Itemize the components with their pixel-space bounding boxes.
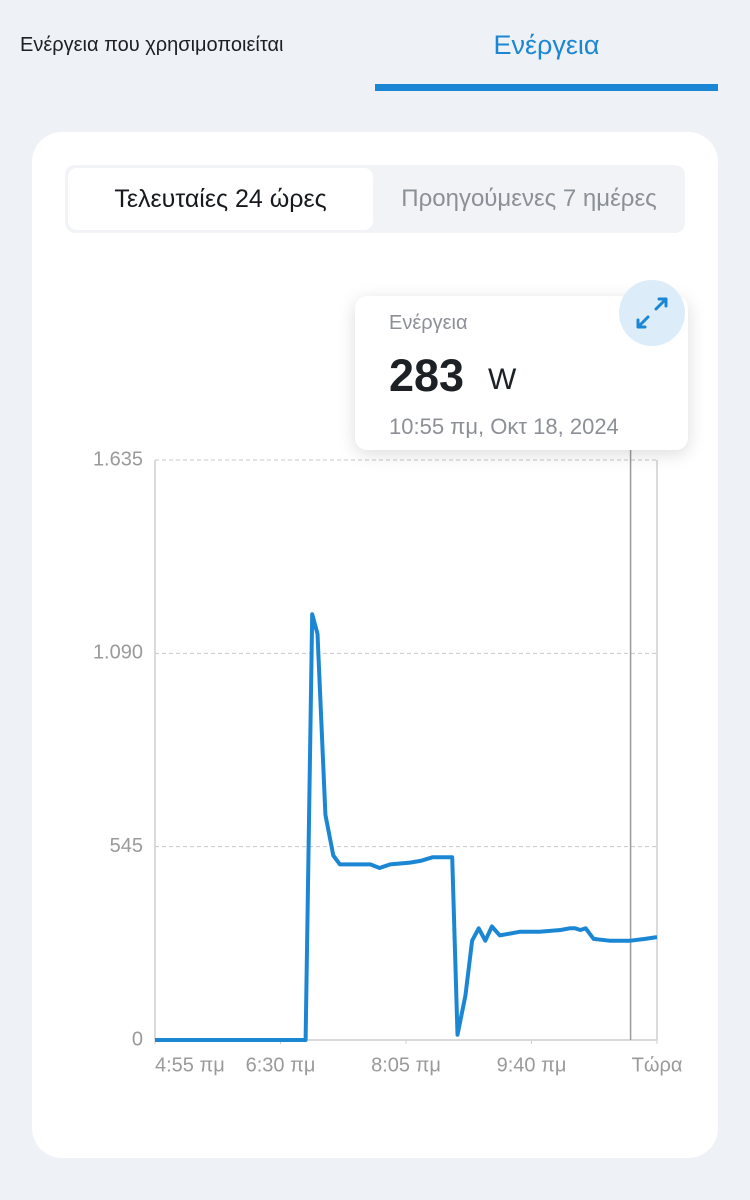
tooltip-label: Ενέργεια bbox=[389, 312, 468, 334]
y-tick-label: 545 bbox=[110, 835, 143, 857]
tooltip-unit: W bbox=[488, 363, 517, 396]
y-tick-label: 1.090 bbox=[93, 642, 143, 664]
expand-icon bbox=[636, 297, 668, 329]
segment[interactable]: Προηγούμενες 7 ημέρες bbox=[401, 185, 657, 212]
tooltip-time: 10:55 πμ, Οκτ 18, 2024 bbox=[389, 414, 619, 439]
tooltip-value: 283 bbox=[389, 350, 465, 401]
x-tick-label: Τώρα bbox=[632, 1054, 683, 1076]
x-tick-label: 8:05 πμ bbox=[371, 1054, 441, 1076]
data-line bbox=[155, 612, 658, 1042]
expand-button[interactable] bbox=[619, 280, 685, 346]
y-tick-label: 0 bbox=[132, 1028, 143, 1050]
y-tick-label: 1.635 bbox=[93, 448, 143, 470]
tab-active[interactable]: Ενέργεια bbox=[493, 30, 600, 60]
tab-underline bbox=[375, 84, 718, 91]
x-tick-label: 4:55 πμ bbox=[155, 1054, 225, 1076]
tab[interactable]: Ενέργεια που χρησιμοποιείται bbox=[20, 34, 284, 56]
x-tick-label: 6:30 πμ bbox=[246, 1054, 316, 1076]
segment-active[interactable]: Τελευταίες 24 ώρες bbox=[68, 168, 373, 230]
x-tick-label: 9:40 πμ bbox=[497, 1054, 567, 1076]
